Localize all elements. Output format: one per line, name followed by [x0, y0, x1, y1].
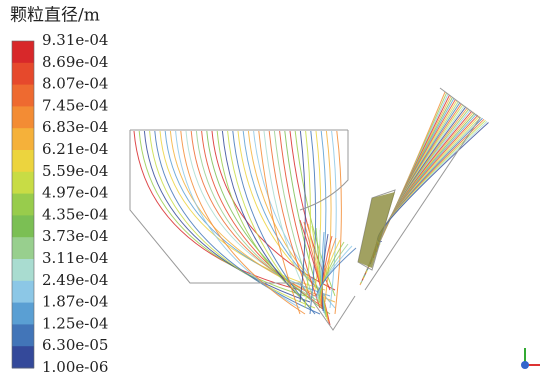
colorbar-band [12, 237, 34, 259]
legend-label: 6.30e-05 [42, 336, 108, 354]
colorbar-band [12, 106, 34, 128]
colorbar-band [12, 281, 34, 303]
legend-label: 1.25e-04 [42, 314, 108, 332]
baffle [358, 192, 395, 268]
legend-label: 6.83e-04 [42, 118, 108, 136]
legend-label: 8.07e-04 [42, 75, 108, 93]
legend-label: 6.21e-04 [42, 140, 108, 158]
legend-label: 3.11e-04 [42, 249, 108, 267]
particle-tracks [134, 92, 489, 325]
colorbar-band [12, 172, 34, 194]
colorbar-band [12, 63, 34, 85]
colorbar-band [12, 41, 34, 63]
legend-label: 7.45e-04 [42, 96, 108, 114]
legend-label: 2.49e-04 [42, 271, 108, 289]
legend-label: 1.87e-04 [42, 293, 108, 311]
colorbar-band [12, 85, 34, 107]
colorbar-band [12, 303, 34, 325]
colorbar-band [12, 259, 34, 281]
colorbar-band [12, 128, 34, 150]
track [243, 131, 325, 296]
axis-triad [521, 348, 540, 369]
legend-title: 颗粒直径/m [10, 6, 100, 26]
legend-label: 5.59e-04 [42, 162, 108, 180]
colorbar-band [12, 346, 34, 368]
legend-label: 4.97e-04 [42, 184, 108, 202]
legend-label: 4.35e-04 [42, 205, 108, 223]
screen: 颗粒直径/m 9.31e-04 8.69e-04 8.07e-04 7.45e-04 6… [0, 0, 545, 380]
colorbar-band [12, 215, 34, 237]
colorbar-band [12, 150, 34, 172]
track [176, 131, 300, 308]
legend-label: 1.00e-06 [42, 358, 108, 376]
colorbar-band [12, 194, 34, 216]
legend-label: 3.73e-04 [42, 227, 108, 245]
legend-label: 8.69e-04 [42, 53, 108, 71]
colorbar: 9.31e-04 8.69e-04 8.07e-04 7.45e-04 6.83e-04… [12, 31, 108, 376]
legend-label: 9.31e-04 [42, 31, 108, 49]
colorbar-band [12, 324, 34, 346]
